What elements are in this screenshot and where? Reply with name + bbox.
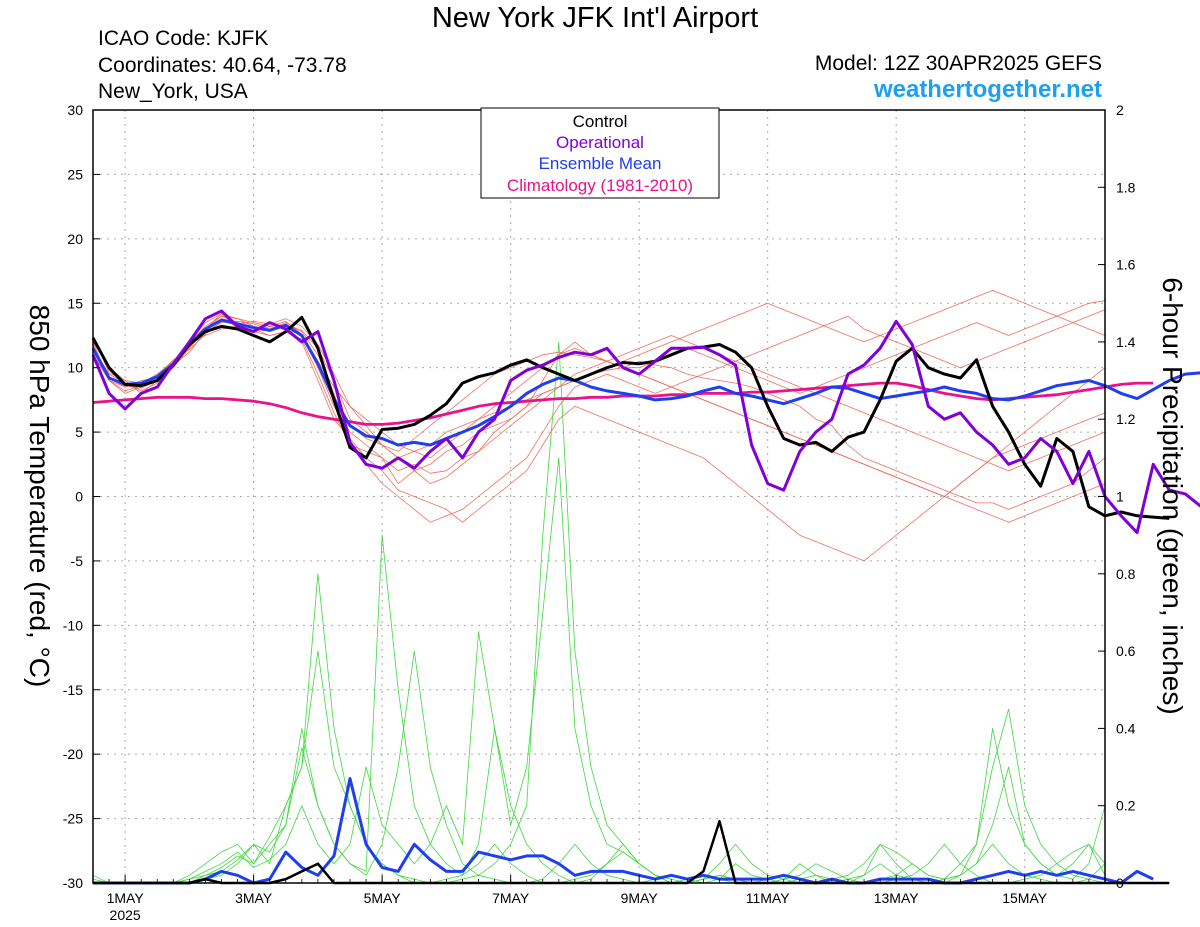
icao-code: ICAO Code: KJFK — [98, 27, 269, 50]
y2-tick-label: 1.6 — [1116, 257, 1136, 273]
y-tick-label: -15 — [63, 682, 83, 698]
model-run: Model: 12Z 30APR2025 GEFS — [814, 52, 1102, 75]
operational-temp-line — [91, 309, 1200, 535]
y2-tick-label: 0 — [1116, 875, 1124, 891]
y-tick-label: 20 — [67, 231, 83, 247]
axes: 302520151050-5-10-15-20-25-3021.81.61.41… — [63, 102, 1136, 923]
y-tick-label: 25 — [67, 166, 83, 182]
control-temp-line — [91, 315, 1170, 520]
precip-member-line — [93, 631, 1106, 884]
coordinates: Coordinates: 40.64, -73.78 — [98, 54, 347, 77]
y-tick-label: -20 — [63, 746, 83, 762]
y2-tick-label: 1.8 — [1116, 179, 1136, 195]
mean-precip-line — [93, 777, 1154, 885]
y-tick-label: -5 — [71, 553, 84, 569]
main-series — [91, 309, 1200, 885]
y2-tick-label: 0.2 — [1116, 798, 1136, 814]
x-tick-label: 9MAY — [621, 890, 659, 906]
climatology-line — [92, 381, 1154, 426]
y2-tick-label: 1.4 — [1116, 334, 1136, 350]
y-tick-label: 5 — [75, 424, 83, 440]
location: New_York, USA — [98, 80, 248, 103]
temp-member-line — [92, 325, 1106, 562]
legend-operational: Operational — [556, 133, 644, 152]
legend-control: Control — [573, 112, 628, 131]
x-tick-label: 11MAY — [746, 890, 790, 906]
x-tick-label: 13MAY — [874, 890, 920, 906]
precip-member-line — [92, 457, 1106, 884]
y-tick-label: 10 — [67, 360, 83, 376]
temp-member-line — [92, 313, 1106, 497]
temp-member-line — [92, 315, 1106, 510]
x-tick-label: 5MAY — [364, 890, 402, 906]
precip-member-line — [93, 341, 1106, 884]
y-axis-label: 850 hPa Temperature (red, °C) — [24, 305, 55, 688]
y-tick-label: -30 — [63, 875, 83, 891]
y2-tick-label: 1 — [1116, 489, 1124, 505]
y2-tick-label: 0.4 — [1116, 720, 1136, 736]
y-tick-label: -25 — [63, 811, 83, 827]
ensemble-members — [92, 289, 1106, 884]
y2-tick-label: 0.6 — [1116, 643, 1136, 659]
x-tick-label: 3MAY — [235, 890, 273, 906]
x-tick-sublabel: 2025 — [110, 907, 141, 923]
y-tick-label: 30 — [67, 102, 83, 118]
x-tick-label: 15MAY — [1002, 890, 1048, 906]
y-tick-label: 15 — [67, 295, 83, 311]
legend-climatology: Climatology (1981-2010) — [507, 176, 693, 195]
legend-frame — [480, 107, 720, 199]
y2-tick-label: 2 — [1116, 102, 1124, 118]
precip-member-line — [93, 650, 1106, 884]
temp-member-line — [92, 315, 1106, 523]
y2-axis-label: 6-hour Precipitation (green, inches) — [1157, 277, 1188, 714]
precip-member-line — [92, 650, 1106, 884]
chart-title: New York JFK Int'l Airport — [431, 2, 759, 34]
y-tick-label: -10 — [63, 617, 83, 633]
y2-tick-label: 0.8 — [1116, 566, 1136, 582]
y-tick-label: 0 — [75, 489, 83, 505]
site-name[interactable]: weathertogether.net — [873, 76, 1102, 103]
temp-member-line — [92, 309, 1106, 523]
legend-mean: Ensemble Mean — [539, 154, 662, 173]
grid-lines — [93, 109, 1105, 884]
legend-box: Control Operational Ensemble Mean Climat… — [480, 107, 720, 199]
x-tick-label: 7MAY — [492, 890, 530, 906]
y2-tick-label: 1.2 — [1116, 411, 1136, 427]
temp-member-line — [92, 289, 1106, 459]
x-tick-label: 1MAY — [107, 890, 145, 906]
temp-member-line — [92, 320, 1106, 485]
